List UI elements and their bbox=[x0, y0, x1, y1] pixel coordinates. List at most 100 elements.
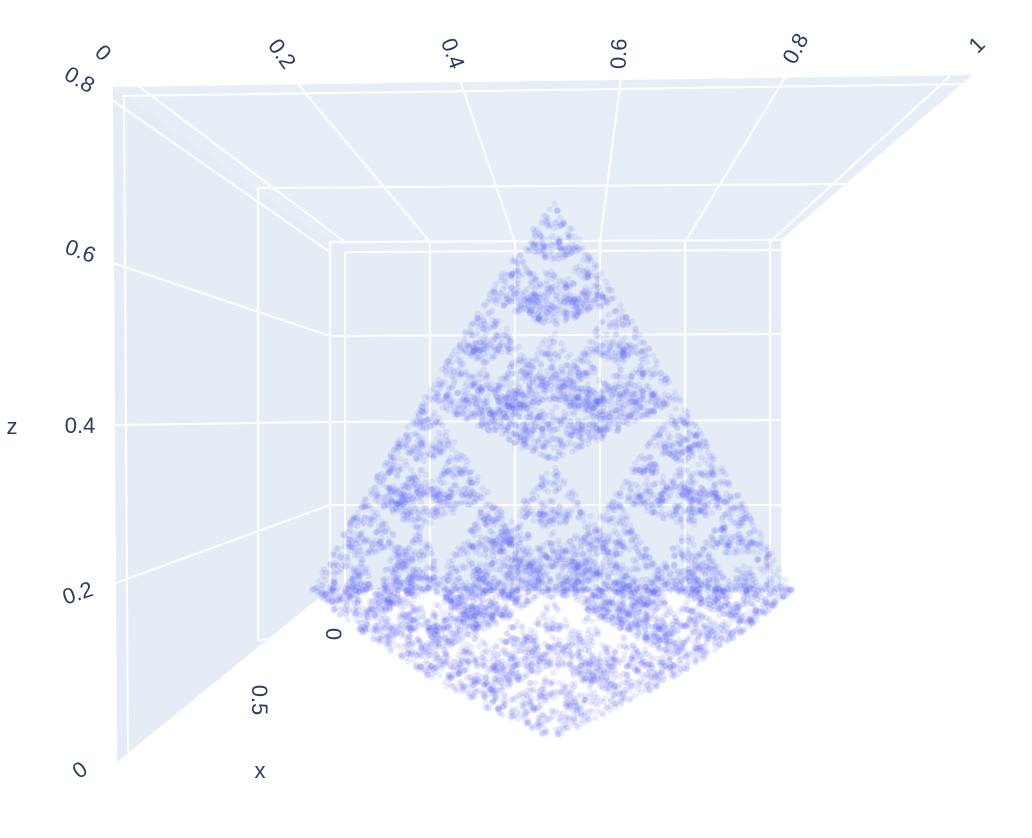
scatter-point bbox=[414, 619, 421, 627]
scatter-point bbox=[534, 567, 541, 574]
scatter-point bbox=[653, 498, 661, 505]
scatter-point bbox=[602, 646, 609, 653]
scatter-point bbox=[556, 545, 563, 552]
scatter-point bbox=[626, 696, 633, 703]
scatter-point bbox=[562, 578, 569, 585]
scatter-point bbox=[513, 647, 521, 655]
scatter-point bbox=[603, 613, 610, 620]
scatter-point bbox=[569, 667, 577, 674]
scatter-point bbox=[579, 588, 586, 595]
scatter-point bbox=[354, 588, 361, 596]
scatter-point bbox=[573, 700, 580, 708]
scatter-point bbox=[537, 481, 544, 488]
scatter-point bbox=[706, 550, 713, 558]
scatter-point bbox=[596, 397, 603, 405]
scatter-point bbox=[447, 604, 454, 611]
scatter-point bbox=[531, 584, 538, 592]
scatter-point bbox=[426, 577, 433, 584]
scatter-point bbox=[430, 630, 437, 637]
scatter-point bbox=[579, 267, 586, 274]
scatter-point bbox=[463, 674, 470, 681]
scatter-point bbox=[731, 584, 738, 591]
scatter-point bbox=[735, 619, 743, 626]
scatter-point bbox=[407, 499, 414, 507]
scatter-point bbox=[555, 375, 563, 382]
scatter-point bbox=[596, 425, 603, 433]
scatter-point bbox=[552, 487, 560, 494]
scatter-point bbox=[398, 545, 405, 552]
scatter-point bbox=[345, 605, 352, 613]
scatter-point bbox=[699, 632, 706, 639]
scatter-point bbox=[506, 568, 513, 576]
scatter-point bbox=[487, 389, 494, 396]
scatter-point bbox=[512, 282, 520, 289]
scatter-point bbox=[482, 673, 489, 681]
scatter-point bbox=[639, 388, 647, 395]
scatter-point bbox=[619, 561, 626, 568]
scatter-point bbox=[534, 721, 541, 728]
scatter-point bbox=[524, 717, 531, 724]
scatter-point bbox=[603, 331, 610, 338]
scatter-point bbox=[483, 674, 490, 682]
scatter-point bbox=[770, 599, 778, 606]
scatter-point bbox=[501, 595, 509, 602]
scatter-point bbox=[768, 601, 776, 608]
scatter-point bbox=[668, 452, 676, 460]
scatter-point bbox=[477, 602, 484, 610]
scatter-point bbox=[650, 461, 658, 468]
scatter-point bbox=[570, 634, 578, 641]
scatter-point bbox=[570, 280, 577, 287]
scatter-point bbox=[609, 653, 616, 660]
scatter-point bbox=[609, 616, 616, 623]
scatter-point bbox=[560, 383, 568, 390]
scatter-point bbox=[694, 563, 701, 570]
scatter-point bbox=[719, 494, 727, 501]
scatter-point bbox=[594, 664, 601, 672]
scatter-point bbox=[466, 674, 474, 681]
scatter-point bbox=[356, 543, 363, 551]
scatter-point bbox=[553, 605, 560, 612]
scatter-point bbox=[648, 561, 655, 568]
scatter-point bbox=[628, 593, 635, 600]
scatter-point bbox=[755, 555, 763, 563]
scatter-point bbox=[720, 610, 727, 617]
scatter-point bbox=[677, 588, 684, 595]
scatter-point bbox=[598, 709, 606, 716]
scatter-point bbox=[610, 661, 618, 668]
scatter-point bbox=[671, 614, 679, 621]
scatter-point bbox=[618, 308, 625, 315]
scatter-point bbox=[487, 411, 494, 418]
scatter-point bbox=[426, 651, 434, 658]
scatter-point bbox=[394, 545, 401, 552]
scatter-point bbox=[561, 378, 568, 386]
scatter-point bbox=[410, 595, 418, 603]
scatter-point bbox=[401, 499, 409, 506]
scatter-point bbox=[556, 237, 563, 245]
scatter-point bbox=[512, 370, 520, 378]
scatter-point bbox=[575, 514, 582, 521]
scatter-point bbox=[579, 638, 587, 646]
scatter-point bbox=[646, 661, 654, 668]
scatter-point bbox=[602, 568, 609, 575]
scatter-point bbox=[543, 277, 550, 285]
scatter-point bbox=[469, 372, 477, 380]
scatter-point bbox=[636, 584, 643, 591]
scatter-point bbox=[709, 470, 716, 478]
scatter-point bbox=[468, 349, 475, 356]
scatter-point bbox=[514, 715, 521, 722]
scatter-point bbox=[436, 380, 443, 388]
scatter-point bbox=[659, 495, 666, 503]
scatter-point bbox=[542, 254, 549, 261]
scatter-point bbox=[508, 696, 515, 703]
scatter-point bbox=[442, 633, 449, 641]
scatter-point bbox=[495, 398, 502, 405]
scatter-point bbox=[596, 657, 603, 665]
scatter-point bbox=[548, 615, 555, 622]
scatter-point bbox=[655, 675, 663, 683]
scatter-point bbox=[408, 624, 416, 631]
scatter-point bbox=[500, 409, 508, 417]
scatter-point bbox=[490, 617, 498, 624]
scatter-point bbox=[423, 646, 431, 653]
scatter-point bbox=[478, 388, 486, 395]
